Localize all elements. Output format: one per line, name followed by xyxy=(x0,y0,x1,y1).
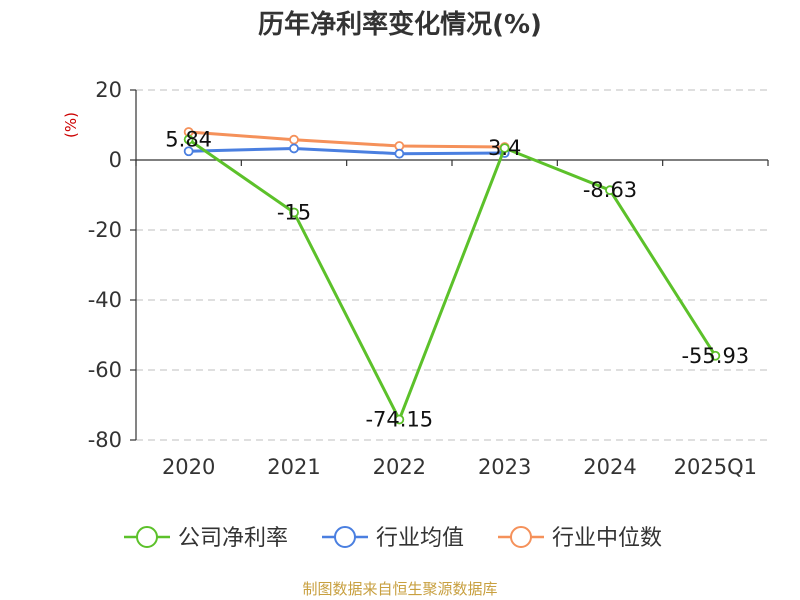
data-point xyxy=(289,143,299,154)
y-tick-label: -40 xyxy=(88,288,122,312)
y-tick-label: 0 xyxy=(109,148,122,172)
data-point xyxy=(394,148,405,159)
legend-label: 行业均值 xyxy=(376,526,464,551)
legend-label: 公司净利率 xyxy=(178,526,288,551)
data-point xyxy=(183,146,194,157)
data-point xyxy=(499,143,510,154)
y-tick-label: -20 xyxy=(88,218,122,242)
y-tick-label: -80 xyxy=(88,428,122,452)
data-point xyxy=(394,414,405,425)
legend-label: 行业中位数 xyxy=(552,526,662,551)
data-point xyxy=(289,207,299,218)
series-line xyxy=(188,130,505,149)
x-tick-label: 2025Q1 xyxy=(674,455,757,479)
grid-layer xyxy=(136,89,768,441)
data-label: -8.63 xyxy=(583,178,637,202)
data-label: -15 xyxy=(277,201,311,225)
data-point xyxy=(605,185,615,196)
axis-layer: 20 0 -20 -40 -60 -80 2020 2021 2022 2023 2024 2025Q… xyxy=(88,78,769,479)
data-point xyxy=(289,134,299,145)
chart-title: 历年净利率变化情况(%) xyxy=(258,9,542,40)
x-tick-label: 2021 xyxy=(267,455,320,479)
legend-marker xyxy=(334,526,356,548)
legend: 公司净利率 行业均值 行业中位数 xyxy=(124,526,662,551)
legend-marker xyxy=(510,526,532,548)
y-tick-label: -60 xyxy=(88,358,122,382)
x-tick-label: 2023 xyxy=(478,455,531,479)
series-layer xyxy=(183,127,721,425)
source-note: 制图数据来自恒生聚源数据库 xyxy=(302,580,497,598)
data-label-layer: 5.84 -15 -74.15 3.4 -8.63 -55.93 xyxy=(165,128,749,432)
data-point xyxy=(183,134,194,145)
x-tick-label: 2024 xyxy=(583,455,636,479)
data-label: 5.84 xyxy=(165,128,212,152)
x-tick-label: 2020 xyxy=(162,455,215,479)
data-label: -55.93 xyxy=(681,344,749,368)
series-line xyxy=(188,146,505,156)
data-label: -74.15 xyxy=(365,408,433,432)
x-tick-label: 2022 xyxy=(373,455,426,479)
data-label: 3.4 xyxy=(488,136,521,160)
legend-marker xyxy=(136,526,158,548)
data-point xyxy=(710,350,721,361)
series-line xyxy=(187,138,717,422)
y-tick-label: 20 xyxy=(95,78,122,102)
y-axis-label: (%) xyxy=(62,112,80,138)
